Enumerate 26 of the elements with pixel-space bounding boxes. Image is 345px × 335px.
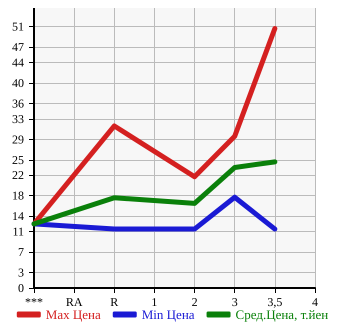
- y-tick-label: 47: [12, 40, 24, 54]
- y-tick-label: 29: [12, 132, 24, 146]
- x-tick-label: 3,5: [267, 295, 282, 309]
- y-tick-label: 3: [18, 266, 24, 280]
- x-tick-label: R: [110, 295, 118, 309]
- y-tick-label: 33: [12, 112, 24, 126]
- y-tick-label: 36: [12, 96, 24, 110]
- y-tick-label: 25: [12, 152, 24, 167]
- x-tick-label: 1: [151, 295, 158, 309]
- x-tick-label: 4: [312, 295, 318, 309]
- legend-label: Min Цена: [142, 307, 195, 322]
- x-tick-label: ***: [25, 295, 43, 309]
- y-tick-label: 40: [12, 76, 24, 90]
- x-tick-label: RA: [66, 295, 83, 309]
- y-tick-label: 0: [18, 281, 24, 295]
- x-tick-label: 3: [232, 295, 238, 309]
- y-tick-label: 7: [18, 245, 24, 260]
- y-tick-label: 44: [12, 55, 24, 70]
- y-tick-label: 11: [12, 224, 24, 239]
- legend-label: Max Цена: [46, 307, 101, 322]
- y-tick-label: 22: [12, 168, 24, 182]
- y-tick-label: 14: [12, 209, 24, 224]
- x-tick-label: 2: [192, 295, 198, 309]
- y-tick-label: 18: [12, 188, 24, 203]
- legend-label: Сред.Цена, т.йен: [236, 307, 328, 322]
- y-tick-label: 51: [12, 19, 24, 34]
